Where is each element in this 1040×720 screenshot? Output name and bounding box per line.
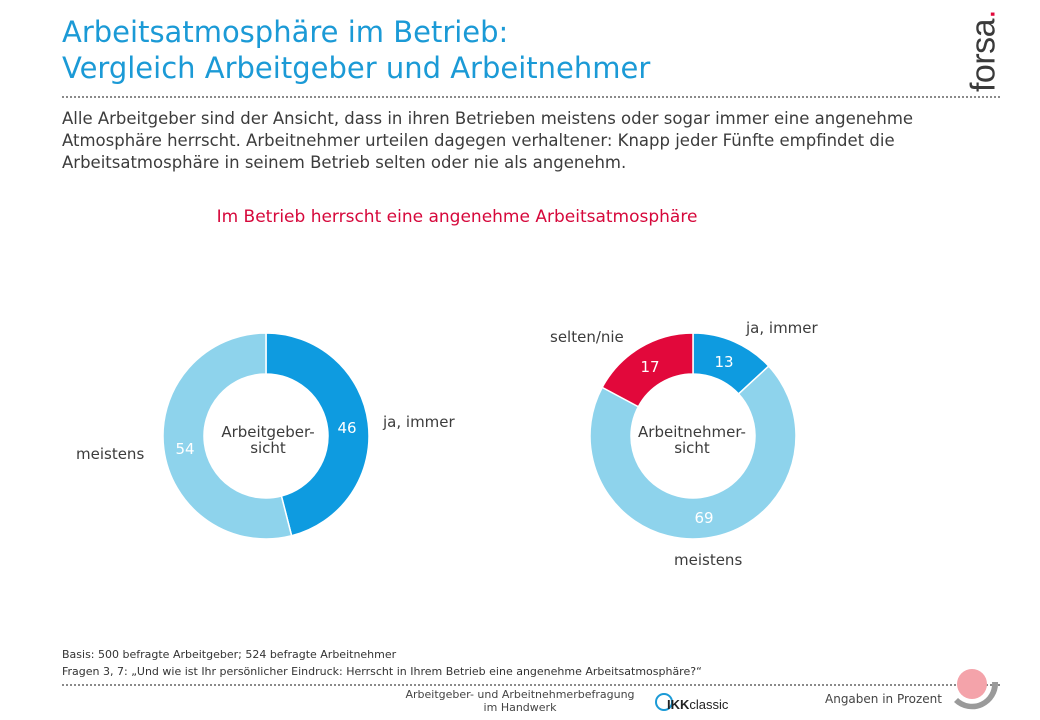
center-label-employee-2: sicht xyxy=(674,439,710,457)
corner-swoosh-icon xyxy=(954,669,999,710)
slice-meistens-employee xyxy=(589,365,797,540)
donut-employer: 46 54 Arbeitgeber- sicht ja, immer meist… xyxy=(76,332,456,540)
value-label-ja-immer-employer: 46 xyxy=(337,419,356,437)
basis-note: Basis: 500 befragte Arbeitgeber; 524 bef… xyxy=(62,646,702,680)
slice-selten-nie-employee xyxy=(601,332,694,408)
value-label-meistens-employee: 69 xyxy=(694,509,713,527)
ikk-classic-logo: IKKclassic xyxy=(655,693,730,717)
ikk-logo-rest: classic xyxy=(689,697,729,712)
center-label-employee-1: Arbeitnehmer- xyxy=(638,423,746,441)
value-label-selten-nie-employee: 17 xyxy=(640,358,659,376)
slice-ja-immer-employer xyxy=(265,332,370,537)
charts-area: 46 54 Arbeitgeber- sicht ja, immer meist… xyxy=(76,319,819,569)
value-label-meistens-employer: 54 xyxy=(175,440,194,458)
basis-line-2: Fragen 3, 7: „Und wie ist Ihr persönlich… xyxy=(62,665,702,678)
category-label-ja-immer-employee: ja, immer xyxy=(745,319,819,337)
survey-line-1: Arbeitgeber- und Arbeitnehmerbefragung xyxy=(405,688,635,701)
survey-name: Arbeitgeber- und Arbeitnehmerbefragung i… xyxy=(380,688,660,714)
survey-line-2: im Handwerk xyxy=(483,701,557,714)
footer-divider xyxy=(62,684,1000,686)
page-title: Arbeitsatmosphäre im Betrieb: Vergleich … xyxy=(62,14,650,86)
title-line-1: Arbeitsatmosphäre im Betrieb: xyxy=(62,15,509,49)
title-line-2: Vergleich Arbeitgeber und Arbeitnehmer xyxy=(62,51,651,85)
ikk-logo-bold: IKK xyxy=(667,697,690,712)
center-label-employer-1: Arbeitgeber- xyxy=(221,423,314,441)
chart-title: Im Betrieb herrscht eine angenehme Arbei… xyxy=(216,207,698,227)
header-divider xyxy=(62,96,1000,98)
ikk-circle-icon xyxy=(655,693,673,711)
slice-meistens-employer xyxy=(162,332,293,540)
value-label-ja-immer-employee: 13 xyxy=(714,353,733,371)
donut-employee: 13 69 17 Arbeitnehmer- sicht ja, immer m… xyxy=(550,319,819,569)
units-note: Angaben in Prozent xyxy=(825,692,942,706)
category-label-ja-immer-employer: ja, immer xyxy=(382,413,456,431)
category-label-selten-nie-employee: selten/nie xyxy=(550,328,624,346)
intro-text: Alle Arbeitgeber sind der Ansicht, dass … xyxy=(62,109,914,172)
category-label-meistens-employee: meistens xyxy=(674,551,742,569)
center-label-employer-2: sicht xyxy=(250,439,286,457)
category-label-meistens-employer: meistens xyxy=(76,445,144,463)
basis-line-1: Basis: 500 befragte Arbeitgeber; 524 bef… xyxy=(62,648,397,661)
